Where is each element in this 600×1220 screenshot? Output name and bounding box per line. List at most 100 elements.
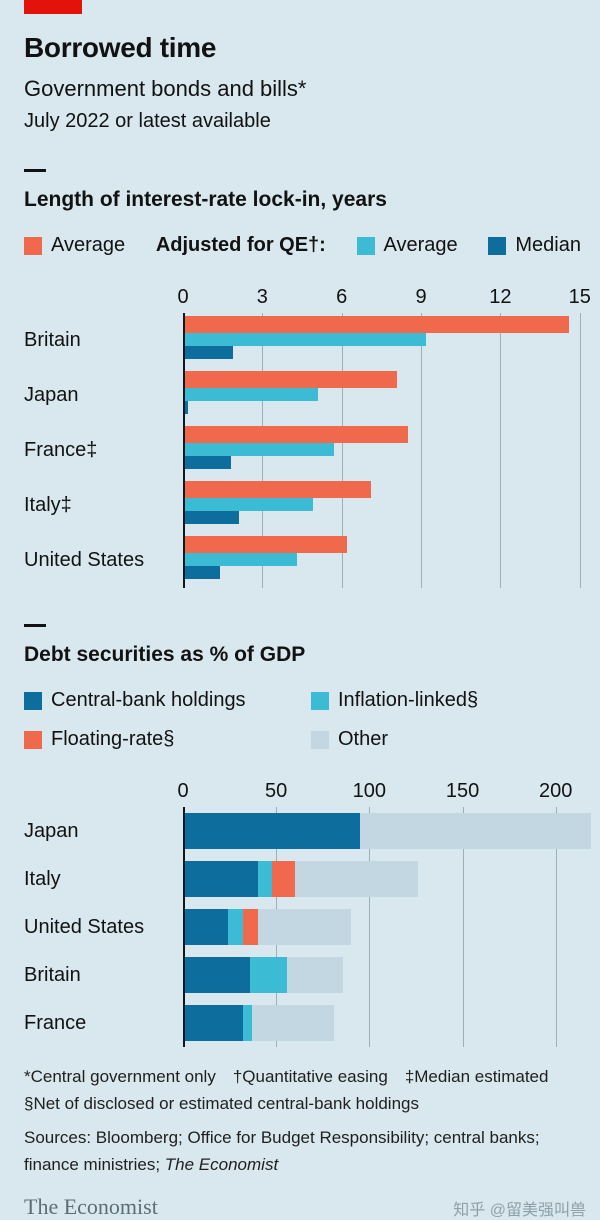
economist-logo: The Economist (24, 1194, 158, 1220)
axis-tick-label: 50 (265, 780, 288, 802)
category-label-italy: Italy‡ (24, 494, 72, 516)
central-bank-swatch (24, 691, 42, 710)
axis-tick-label: 9 (415, 286, 427, 308)
bar-qe-adjusted-median-britain (183, 346, 234, 359)
footnotes: *Central government only †Quantitative e… (24, 1067, 566, 1114)
legend-item-other: Other (311, 728, 581, 751)
chart-subtitle: Government bonds and bills* (24, 76, 307, 101)
legend-item-floating-rate: Floating-rate§ (24, 728, 311, 751)
legend-item-inflation-linked: Inflation-linked§ (311, 689, 581, 712)
bar-segment-central-bank-holdings-japan (183, 813, 361, 849)
economist-red-tab (24, 0, 82, 14)
average-swatch (24, 236, 42, 255)
sources-text: Sources: Bloomberg; Office for Budget Re… (24, 1128, 540, 1174)
bar-segment-central-bank-holdings-britain (183, 957, 251, 993)
footer-row: The Economist 知乎 @留美强叫兽 (24, 1194, 600, 1220)
axis-baseline (183, 313, 185, 588)
lock-in-chart: 0 3 6 9 12 15 Britain Japan France‡ Italy‡ United … (24, 281, 600, 588)
bar-segment-floating-rate-italy (272, 861, 295, 897)
category-label-united-states: United States (24, 915, 145, 938)
bar-qe-adjusted-median-italy (183, 511, 239, 524)
bar-segment-inflation-linked-united-states (227, 909, 243, 945)
chart2-legend: Central-bank holdings Inflation-linked§ … (24, 689, 581, 751)
gridline (369, 807, 371, 1047)
bar-qe-adjusted-average-united-states (183, 553, 297, 566)
legend-item-central-bank-holdings: Central-bank holdings (24, 689, 311, 712)
category-label-britain: Britain (24, 329, 81, 351)
category-label-france: France‡ (24, 439, 98, 461)
gridline (555, 807, 557, 1047)
axis-tick-label: 0 (177, 780, 189, 802)
qe-average-swatch (356, 236, 375, 255)
axis-tick-label: 3 (256, 286, 268, 308)
gridline (341, 313, 343, 588)
axis-tick-label: 100 (352, 780, 387, 802)
bar-average-japan (183, 371, 398, 388)
axis-tick-label: 150 (445, 780, 480, 802)
bar-segment-other-united-states (257, 909, 351, 945)
watermark: 知乎 @留美强叫兽 (453, 1202, 586, 1220)
sources-line: Sources: Bloomberg; Office for Budget Re… (24, 1125, 584, 1178)
axis-tick-label: 0 (177, 286, 189, 308)
bar-qe-adjusted-average-japan (183, 388, 318, 401)
x-axis: 0 50 100 150 200 (24, 775, 593, 807)
legend-label: Average (383, 234, 458, 256)
legend-item-average: Average (24, 234, 125, 257)
bar-qe-adjusted-median-japan (183, 401, 189, 414)
chart1-title: Length of interest-rate lock-in, years (24, 188, 387, 211)
category-label-united-states: United States (24, 549, 145, 571)
bar-average-united-states (183, 536, 347, 553)
inflation-linked-swatch (311, 691, 329, 710)
bar-segment-other-italy (294, 861, 418, 897)
axis-tick-label: 200 (539, 780, 573, 802)
x-axis: 0 3 6 9 12 15 (24, 281, 593, 313)
date-note: July 2022 or latest available (24, 110, 271, 132)
category-label-italy: Italy (24, 867, 61, 890)
category-label-britain: Britain (24, 963, 81, 986)
section-dash (24, 169, 46, 172)
chart2-title: Debt securities as % of GDP (24, 643, 306, 666)
bar-segment-other-britain (287, 957, 344, 993)
bar-segment-floating-rate-united-states (242, 909, 258, 945)
bar-segment-inflation-linked-italy (257, 861, 273, 897)
bar-qe-adjusted-median-france (183, 456, 231, 469)
chart1-legend: Average Adjusted for QE†: Average Median (24, 234, 581, 257)
axis-baseline (183, 807, 185, 1047)
bar-qe-adjusted-median-united-states (183, 566, 221, 579)
legend-item-median: Median (488, 234, 581, 257)
legend-label: Inflation-linked§ (338, 689, 479, 711)
bar-segment-central-bank-holdings-united-states (183, 909, 228, 945)
bar-qe-adjusted-average-italy (183, 498, 313, 511)
debt-securities-chart: 0 50 100 150 200 Japan Italy United States Brita… (24, 775, 600, 1047)
category-label-japan: Japan (24, 384, 79, 406)
bar-average-italy (183, 481, 371, 498)
axis-tick-label: 12 (489, 286, 512, 308)
gridline (579, 313, 581, 588)
floating-rate-swatch (24, 730, 42, 749)
qe-adjusted-label: Adjusted for QE†: (155, 234, 326, 256)
bar-segment-central-bank-holdings-france (183, 1005, 243, 1041)
bar-qe-adjusted-average-france (183, 443, 334, 456)
bar-segment-inflation-linked-britain (250, 957, 288, 993)
legend-label: Average (51, 234, 126, 256)
other-swatch (311, 730, 329, 749)
gridline (421, 313, 423, 588)
bar-segment-inflation-linked-france (242, 1005, 252, 1041)
sources-italic: The Economist (164, 1154, 279, 1174)
bar-segment-central-bank-holdings-italy (183, 861, 258, 897)
legend-label: Central-bank holdings (51, 689, 246, 711)
legend-label: Floating-rate§ (51, 728, 175, 750)
gridline (500, 313, 502, 588)
legend-item-qe-average: Average (356, 234, 458, 257)
bar-qe-adjusted-average-britain (183, 333, 427, 346)
section-dash (24, 624, 46, 627)
bar-average-france (183, 426, 408, 443)
median-swatch (488, 236, 507, 255)
axis-tick-label: 6 (336, 286, 348, 308)
axis-tick-label: 15 (568, 286, 591, 308)
category-label-france: France (24, 1011, 87, 1034)
legend-label: Median (515, 234, 581, 256)
page-title: Borrowed time (24, 32, 217, 63)
bar-segment-other-japan (360, 813, 592, 849)
plot-area: Japan Italy United States Britain France (24, 807, 593, 1047)
